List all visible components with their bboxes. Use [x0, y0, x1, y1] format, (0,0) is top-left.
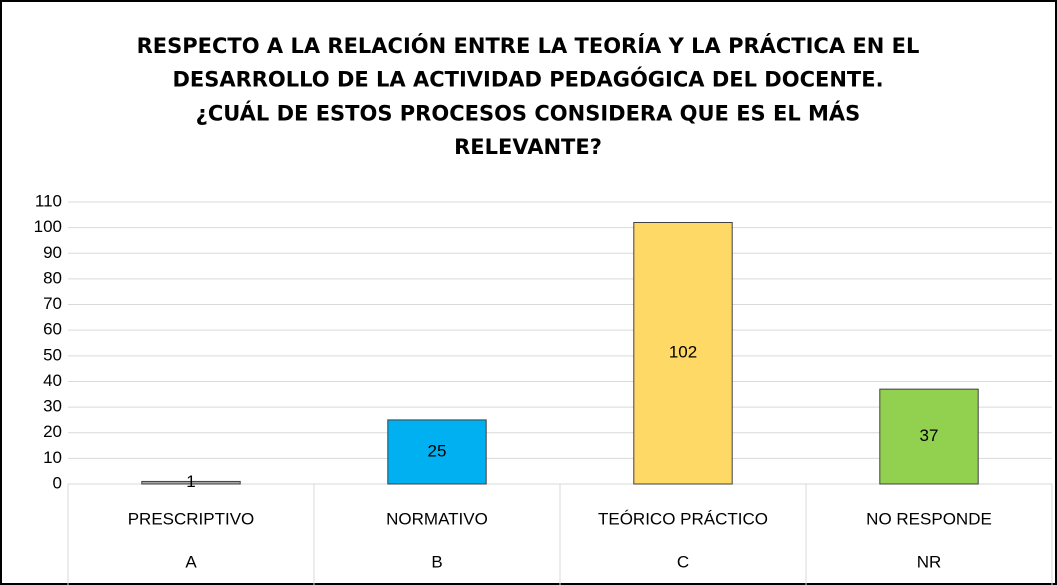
- chart-title: RESPECTO A LA RELACIÓN ENTRE LA TEORÍA Y…: [137, 33, 920, 58]
- y-tick-label: 40: [43, 371, 62, 390]
- y-tick-label: 60: [43, 320, 62, 339]
- x-group-label: C: [677, 552, 689, 571]
- x-tick-label: NORMATIVO: [386, 509, 488, 528]
- y-tick-label: 20: [43, 422, 62, 441]
- bar: [141, 480, 241, 485]
- data-label: 25: [428, 441, 447, 460]
- bar: [387, 419, 487, 485]
- bar: [879, 388, 979, 485]
- y-tick-label: 70: [43, 294, 62, 313]
- y-tick-label: 0: [53, 473, 62, 492]
- y-tick-label: 50: [43, 345, 62, 364]
- y-tick-label: 100: [34, 217, 62, 236]
- y-tick-label: 110: [35, 191, 62, 210]
- x-group-label: NR: [917, 552, 942, 571]
- x-group-label: B: [431, 552, 442, 571]
- x-tick-label: TEÓRICO PRÁCTICO: [598, 509, 768, 528]
- data-label: 102: [669, 343, 697, 362]
- chart-title: ¿CUÁL DE ESTOS PROCESOS CONSIDERA QUE ES…: [196, 100, 861, 125]
- bar: [633, 222, 733, 485]
- data-label: 37: [920, 426, 939, 445]
- x-tick-label: PRESCRIPTIVO: [128, 509, 255, 528]
- chart-title: RELEVANTE?: [454, 135, 602, 159]
- chart-title: DESARROLLO DE LA ACTIVIDAD PEDAGÓGICA DE…: [172, 67, 883, 92]
- x-group-label: A: [185, 552, 197, 571]
- y-tick-label: 30: [43, 397, 62, 416]
- y-tick-label: 90: [43, 243, 62, 262]
- x-tick-label: NO RESPONDE: [866, 509, 992, 528]
- data-label: 1: [186, 472, 195, 491]
- y-tick-label: 10: [43, 448, 62, 467]
- y-tick-label: 80: [43, 268, 62, 287]
